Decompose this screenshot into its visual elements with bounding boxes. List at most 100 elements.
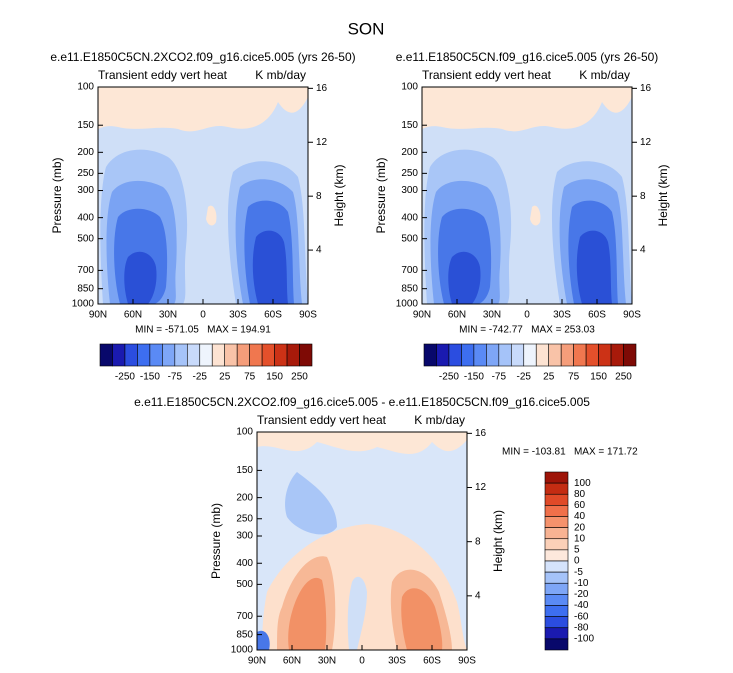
y-tick-label: 1000 [231,645,254,656]
y-tick-label: 500 [77,233,94,244]
colorbar-box [544,560,569,573]
x-tick-label: 60N [283,656,301,667]
colorbar-box [544,482,569,495]
contour-field [98,87,308,304]
colorbar-box [560,343,574,367]
x-tick-label: 60N [124,310,142,321]
y-tick-label: 250 [401,168,418,179]
colorbar-label: -250 [439,372,459,383]
page-title: SON [348,19,385,38]
colorbar-box [112,343,126,367]
right-string: K mb/day [414,413,465,427]
x-tick-label: 90S [299,310,317,321]
colorbar-label: 5 [574,545,580,556]
colorbar-box [544,493,569,506]
colorbar-label: 80 [574,489,586,500]
x-tick-label: 0 [524,310,530,321]
colorbar-label: 100 [574,478,591,489]
colorbar-box [448,343,462,367]
contour-field [257,432,467,650]
colorbar-box [199,343,213,367]
colorbar-label: -75 [492,372,507,383]
colorbar-box [423,343,437,367]
colorbar-box [598,343,612,367]
y-tick-label: 150 [77,120,94,131]
y-tick-label: 150 [401,120,418,131]
y-tick-label: 200 [401,147,418,158]
colorbar-label: 150 [266,372,283,383]
colorbar-box [436,343,450,367]
colorbar-label: 250 [615,372,632,383]
y2-tick-label: 8 [316,191,322,202]
x-tick-label: 60S [423,656,441,667]
y2-tick-label: 16 [316,83,328,94]
colorbar-label: 75 [568,372,580,383]
colorbar-box [544,471,569,484]
left-string: Transient eddy vert heat [98,68,228,82]
colorbar-box [124,343,138,367]
colorbar-label: 75 [244,372,256,383]
y2-tick-label: 8 [640,191,646,202]
colorbar-box [286,343,300,367]
min-max: MIN = -571.05 MAX = 194.91 [135,325,271,336]
y2-tick-label: 16 [475,428,487,439]
left-string: Transient eddy vert heat [257,413,387,427]
colorbar-box [610,343,624,367]
colorbar-box [149,343,163,367]
colorbar-box [523,343,537,367]
colorbar-box [261,343,275,367]
y-tick-label: 500 [401,233,418,244]
y-tick-label: 150 [236,465,253,476]
left-string: Transient eddy vert heat [422,68,552,82]
y2-axis-label: Height (km) [332,164,346,226]
colorbar-box [544,594,569,606]
colorbar-box [498,343,512,367]
colorbar-label: -250 [115,372,135,383]
y-tick-label: 1000 [72,299,95,310]
colorbar-box [623,343,637,367]
y-tick-label: 400 [77,212,94,223]
x-tick-label: 30N [159,310,177,321]
min-max: MIN = -103.81 MAX = 171.72 [502,447,638,458]
colorbar-box [573,343,587,367]
colorbar-box [544,571,569,584]
colorbar-box [544,505,569,517]
colorbar-box [137,343,151,367]
y2-tick-label: 8 [475,536,481,547]
panel-title: e.e11.E1850C5CN.f09_g16.cice5.005 (yrs 2… [396,50,659,64]
y-tick-label: 200 [236,492,253,503]
x-tick-label: 60N [448,310,466,321]
colorbar-box [174,343,188,367]
colorbar-label: 60 [574,500,586,511]
colorbar-box [211,343,226,367]
contour-field [422,87,632,304]
y2-tick-label: 4 [316,245,322,256]
colorbar-box [299,343,313,367]
right-string: K mb/day [255,68,306,82]
y-axis-label: Pressure (mb) [209,503,223,579]
colorbar-label: -100 [574,634,594,645]
colorbar-box [99,343,113,367]
colorbar-box [486,343,500,367]
x-tick-label: 30S [229,310,247,321]
colorbar-box [510,343,525,367]
x-tick-label: 90S [623,310,641,321]
panel-title: e.e11.E1850C5CN.2XCO2.f09_g16.cice5.005 … [50,50,355,64]
colorbar-label: -25 [193,372,208,383]
y2-axis-label: Height (km) [491,510,505,572]
colorbar-box [544,638,569,651]
y-tick-label: 500 [236,579,253,590]
y2-tick-label: 12 [640,137,652,148]
colorbar-label: 25 [543,372,555,383]
y-tick-label: 300 [401,185,418,196]
right-string: K mb/day [579,68,630,82]
colorbar-label: 20 [574,522,586,533]
y-tick-label: 700 [77,265,94,276]
colorbar-label: -10 [574,578,589,589]
x-tick-label: 90N [413,310,431,321]
colorbar-box [544,538,569,551]
y2-tick-label: 12 [475,482,487,493]
colorbar-box [162,343,176,367]
colorbar-box [544,516,569,528]
x-tick-label: 30N [318,656,336,667]
